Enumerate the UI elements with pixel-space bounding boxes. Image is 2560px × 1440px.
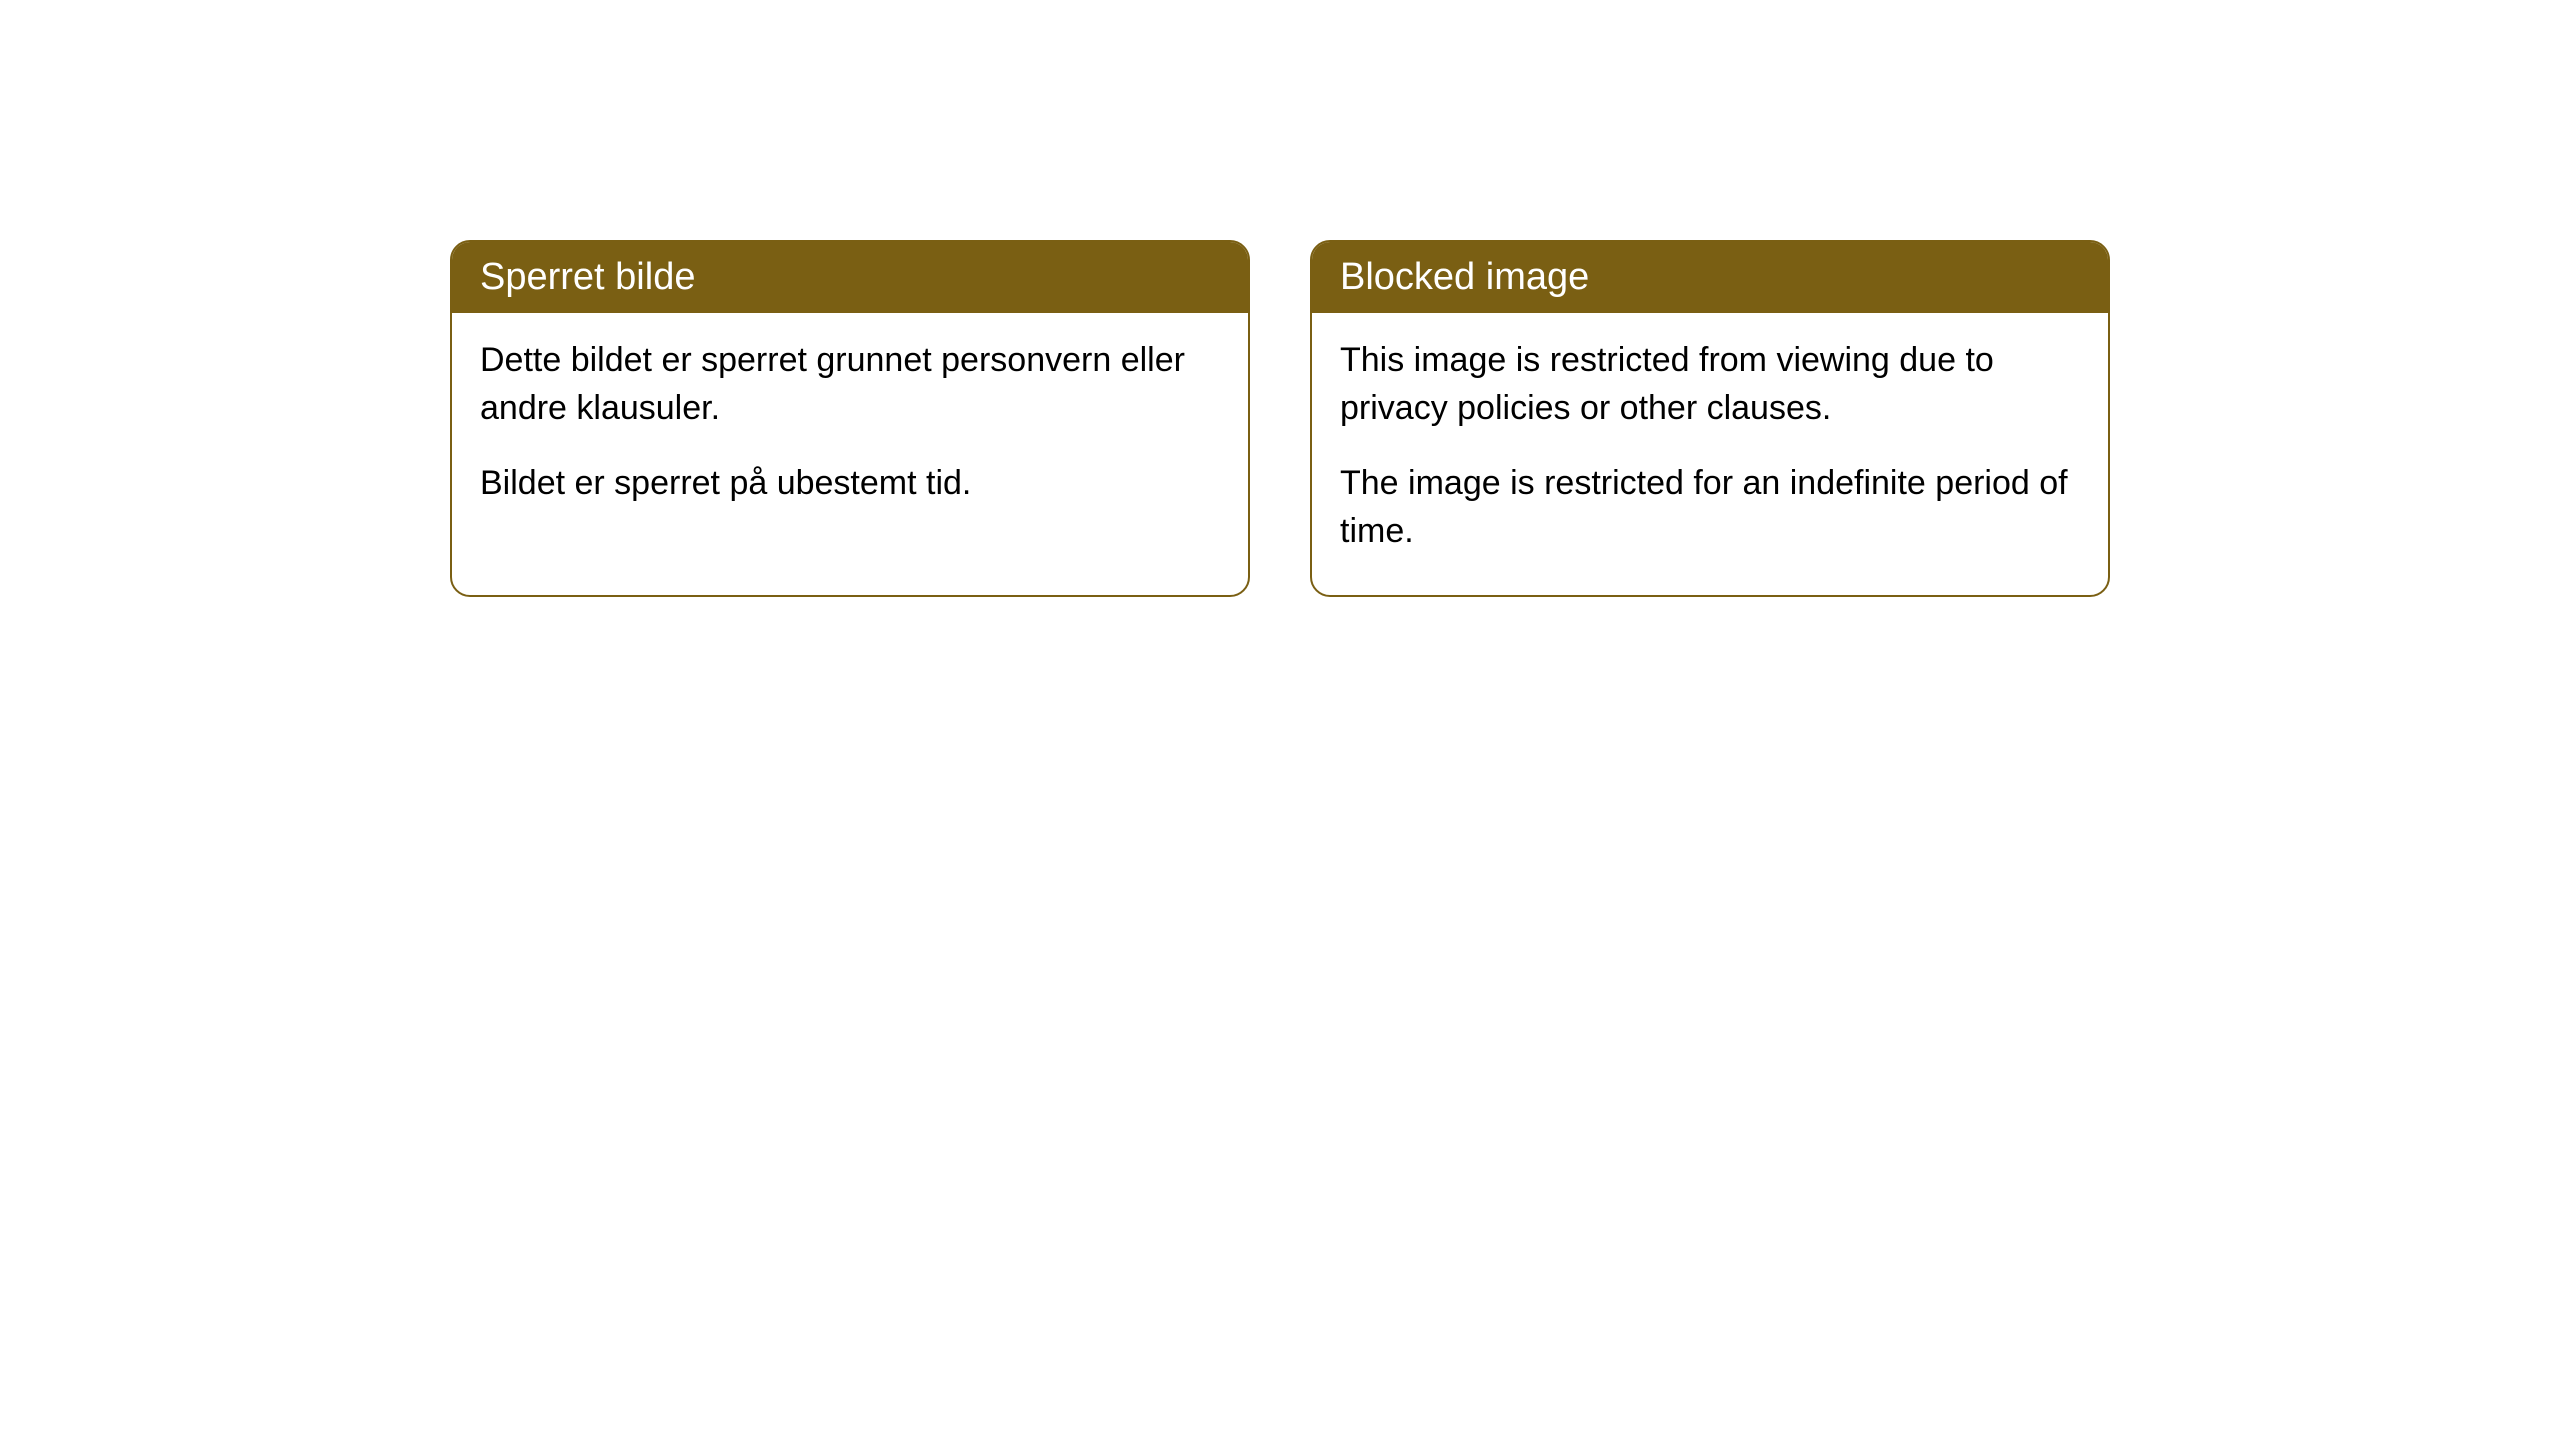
card-header-english: Blocked image: [1312, 242, 2108, 313]
card-header-norwegian: Sperret bilde: [452, 242, 1248, 313]
card-paragraph: The image is restricted for an indefinit…: [1340, 460, 2080, 555]
cards-container: Sperret bilde Dette bildet er sperret gr…: [450, 240, 2110, 597]
card-body-norwegian: Dette bildet er sperret grunnet personve…: [452, 313, 1248, 548]
card-paragraph: Bildet er sperret på ubestemt tid.: [480, 460, 1220, 508]
card-body-english: This image is restricted from viewing du…: [1312, 313, 2108, 595]
card-paragraph: This image is restricted from viewing du…: [1340, 337, 2080, 432]
card-norwegian: Sperret bilde Dette bildet er sperret gr…: [450, 240, 1250, 597]
card-title: Blocked image: [1340, 256, 1589, 298]
card-title: Sperret bilde: [480, 256, 695, 298]
card-english: Blocked image This image is restricted f…: [1310, 240, 2110, 597]
card-paragraph: Dette bildet er sperret grunnet personve…: [480, 337, 1220, 432]
